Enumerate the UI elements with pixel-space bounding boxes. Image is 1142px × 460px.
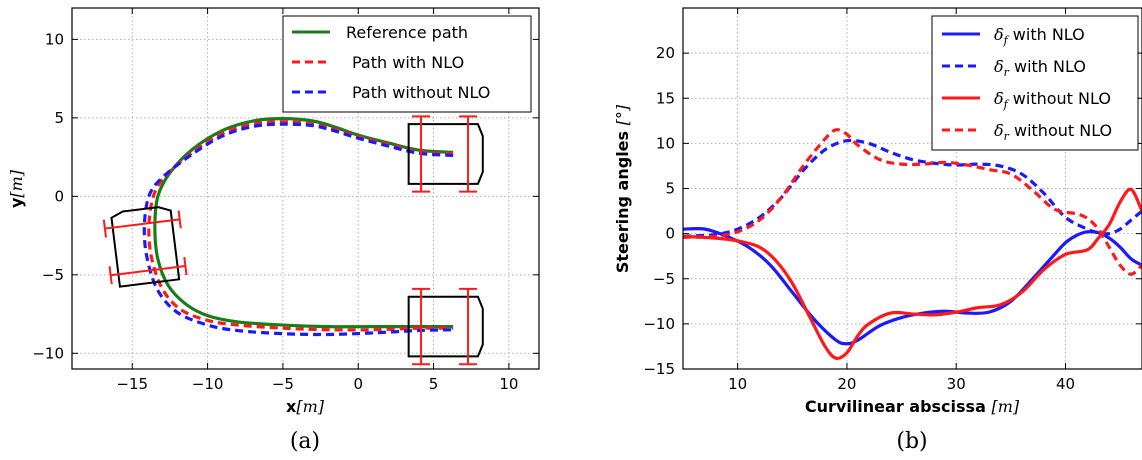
ytick-label-b: 10 <box>656 134 675 152</box>
steering-plot: 10 20 30 40 −15 −10 −5 0 5 10 15 20 Curvilinear abs… <box>613 7 1142 454</box>
ytick-label-b: 20 <box>656 44 675 62</box>
car-top-right <box>407 115 484 193</box>
caption-a: (a) <box>290 429 320 454</box>
legend-label-dr-with: δr with NLO <box>994 57 1086 79</box>
legend-a: Reference path Path with NLO Path withou… <box>282 15 532 113</box>
steering-series <box>683 128 1142 360</box>
xtick-label-b: 20 <box>837 375 856 393</box>
vehicle-wheel <box>102 219 107 238</box>
ytick-label-b: 5 <box>665 180 675 198</box>
ytick-label-b: −15 <box>643 360 675 378</box>
y-axis-label-b: Steering angles [°] <box>613 104 632 273</box>
ytick-label-b: 15 <box>656 89 675 107</box>
ytick-label-b: −5 <box>653 270 675 288</box>
paths-a <box>142 117 454 337</box>
xtick-label-a: 0 <box>353 375 363 393</box>
xtick-label-a: −5 <box>272 375 294 393</box>
ytick-label-a: 0 <box>54 187 64 205</box>
legend-b: δf with NLO δr with NLO δf without NLO δ… <box>931 15 1139 151</box>
xtick-label-b: 30 <box>947 375 966 393</box>
legend-label-dr-without: δr without NLO <box>994 121 1112 143</box>
vehicle-wheel <box>183 256 188 276</box>
plot-frame-a <box>71 7 540 370</box>
xtick-label-a: 5 <box>429 375 439 393</box>
series-line-b-2 <box>683 187 1142 360</box>
ytick-label-b: 0 <box>665 225 675 243</box>
xtick-label-a: 10 <box>499 375 518 393</box>
vehicle-body <box>407 123 484 185</box>
legend-label-without-nlo: Path without NLO <box>352 83 490 102</box>
xtick-label-a: −15 <box>116 375 148 393</box>
vehicle-body <box>407 295 484 358</box>
ytick-label-a: 10 <box>45 30 64 48</box>
series-line-a-1 <box>147 120 454 332</box>
vehicle-wheel <box>108 266 113 285</box>
legend-label-df-without: δf without NLO <box>994 89 1111 111</box>
ticks-b: 10 20 30 40 −15 −10 −5 0 5 10 15 20 <box>643 8 1142 393</box>
ytick-label-b: −10 <box>643 315 675 333</box>
y-axis-label-a: y[m] <box>7 169 26 208</box>
series-line-a-2 <box>142 122 454 337</box>
vehicle-body <box>110 206 181 288</box>
vehicle-wheel <box>177 210 182 229</box>
caption-b: (b) <box>896 429 927 454</box>
xtick-label-b: 40 <box>1056 375 1075 393</box>
vehicle-axle <box>104 218 180 230</box>
ytick-label-a: −5 <box>42 266 64 284</box>
legend-label-df-with: δf with NLO <box>994 25 1085 47</box>
ytick-label-a: 5 <box>54 109 64 127</box>
ytick-label-a: −10 <box>32 344 64 362</box>
legend-label-with-nlo: Path with NLO <box>352 53 464 72</box>
trajectory-plot: −15 −10 −5 0 5 10 −10 −5 0 5 10 x[m] y[m] Referenc… <box>7 7 540 454</box>
legend-label-reference: Reference path <box>346 23 468 42</box>
xtick-label-b: 10 <box>728 375 747 393</box>
x-axis-label-b: Curvilinear abscissa [m] <box>805 397 1020 416</box>
vehicle-axle <box>110 265 186 277</box>
car-left <box>102 206 188 288</box>
legend-box-b <box>931 15 1139 151</box>
car-bottom-right <box>407 287 484 366</box>
vehicles-a <box>102 115 484 366</box>
ticks-a: −15 −10 −5 0 5 10 −10 −5 0 5 10 <box>32 8 539 393</box>
x-axis-label-a: x[m] <box>286 397 325 416</box>
xtick-label-a: −10 <box>192 375 224 393</box>
series-line-a-0 <box>153 117 454 329</box>
